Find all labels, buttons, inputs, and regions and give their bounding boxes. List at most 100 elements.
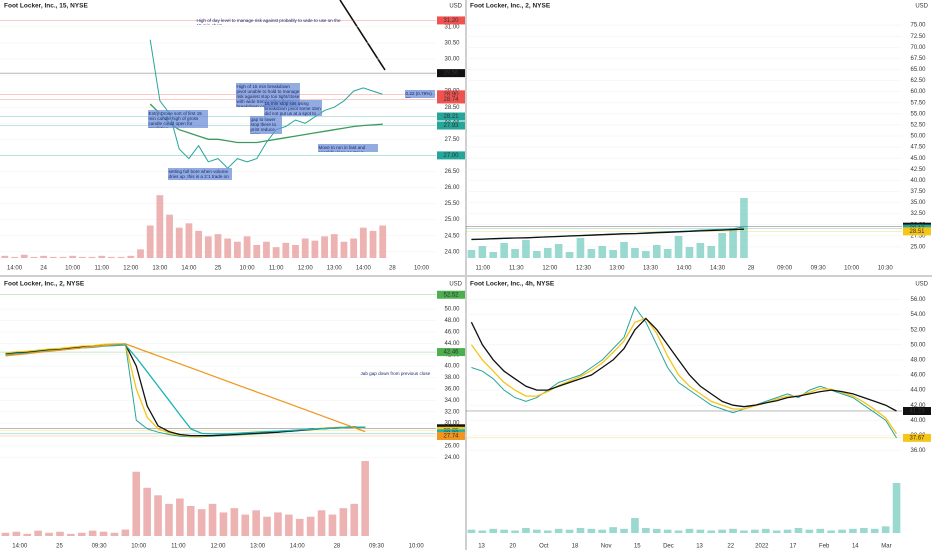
volume-bar: [154, 495, 162, 536]
y-tick-label: 24.00: [444, 249, 460, 255]
volume-bar: [751, 529, 759, 533]
volume-bar: [522, 240, 530, 258]
chart-title: Foot Locker, Inc., 2, NYSE: [4, 281, 85, 288]
annotation-box: [168, 168, 232, 180]
volume-bar: [306, 516, 315, 536]
annotation-text: Move to run in fast and carefully long a…: [318, 144, 366, 153]
volume-bar: [652, 528, 661, 533]
annotation-box: [250, 116, 282, 134]
y-tick-label: 30.00: [444, 421, 460, 427]
y-tick-label: 44.00: [910, 388, 926, 394]
price-tag: [903, 433, 931, 442]
x-tick-label: 09:30: [369, 544, 385, 550]
volume-bar: [40, 255, 47, 258]
volume-bar: [98, 255, 106, 258]
volume-bar: [816, 528, 825, 533]
volume-bar: [361, 461, 369, 536]
x-tick-label: 18: [572, 544, 579, 550]
volume-bar: [330, 234, 338, 258]
x-tick-label: 13:00: [327, 266, 343, 272]
volume-bar: [805, 529, 814, 533]
y-tick-label: 36.00: [444, 386, 460, 392]
x-tick-label: 28: [748, 266, 755, 272]
currency: USD: [915, 282, 928, 288]
volume-bar: [620, 528, 628, 533]
y-tick-label: 45.00: [910, 156, 926, 162]
volume-bar: [707, 530, 716, 533]
volume-bar: [740, 198, 748, 258]
volume-bar: [674, 530, 683, 533]
volume-bar: [860, 528, 868, 533]
volume-bar: [522, 528, 530, 533]
x-tick-label: 12:00: [298, 266, 314, 272]
volume-bar: [197, 509, 206, 536]
price-tag-label: 27.00: [443, 153, 459, 159]
volume-bar: [243, 236, 251, 258]
volume-bar: [663, 529, 672, 533]
price-tag: [437, 95, 465, 104]
annotation: 0.22 (0.79%) 22: [406, 91, 432, 99]
volume-bar: [195, 230, 203, 258]
x-tick-label: 10:00: [65, 266, 81, 272]
x-tick-label: 20: [509, 544, 516, 550]
volume-bar: [219, 512, 228, 536]
chart-panel: Foot Locker, Inc., 4h, NYSEUSD36.0038.00…: [466, 281, 931, 550]
chart-title: Foot Locker, Inc., 15, NYSE: [4, 3, 88, 10]
price-tag: [437, 431, 465, 440]
volume-bar: [11, 256, 18, 258]
y-tick-label: 57.50: [910, 100, 926, 106]
y-tick-label: 67.50: [910, 56, 926, 62]
y-tick-label: 30.50: [444, 40, 460, 46]
y-tick-label: 26.50: [444, 169, 460, 175]
y-tick-label: 26.00: [444, 185, 460, 191]
volume-bar: [117, 256, 125, 258]
price-tag: [903, 406, 931, 415]
y-tick-label: 25.00: [444, 217, 460, 223]
annotation: Move to run in fast and carefully long a…: [318, 144, 366, 153]
annotation-text: gap to lower stop there to print reduce …: [250, 116, 277, 135]
y-tick-label: 46.00: [444, 329, 460, 335]
annotation-text: High of day level to manage risk against…: [196, 17, 341, 26]
x-tick-label: 25: [56, 544, 63, 550]
x-tick-label: 14:00: [290, 544, 306, 550]
y-tick-label: 47.50: [910, 145, 926, 151]
volume-bar: [263, 516, 271, 536]
x-tick-label: 13:00: [609, 266, 625, 272]
x-tick-label: 11:30: [509, 266, 524, 272]
y-tick-label: 25.00: [910, 244, 926, 250]
y-tick-label: 52.00: [910, 327, 926, 333]
volume-bar: [554, 528, 563, 533]
volume-bar: [285, 514, 293, 536]
volume-bar: [881, 526, 890, 533]
x-tick-label: Nov: [601, 544, 612, 550]
chart-panel: Foot Locker, Inc., 2, NYSE USD 24.00 26.00 2…: [0, 281, 465, 550]
annotation: 15 min stop sits using breakdown pivot s…: [265, 101, 321, 117]
y-tick-label: 46.00: [910, 373, 926, 379]
x-tick-label: 13:00: [152, 266, 168, 272]
price-tag-label: 28.21: [443, 114, 459, 120]
volume-bar: [69, 255, 77, 258]
volume-bar: [339, 508, 348, 536]
volume-bar: [12, 531, 21, 536]
chart-panel: Foot Locker, Inc., 2, NYSE USD 25.00 27.50 3…: [466, 3, 931, 272]
volume-bar: [369, 230, 377, 258]
x-tick-label: 25: [215, 266, 222, 272]
volume-bar: [598, 246, 607, 258]
volume-bar: [214, 234, 222, 258]
volume-bar: [663, 249, 672, 258]
price-tag: [903, 227, 931, 236]
y-tick-label: 25.50: [444, 201, 460, 207]
volume-bar: [783, 529, 792, 533]
x-tick-label: 13:30: [643, 266, 659, 272]
volume-bar: [729, 528, 737, 533]
volume-bar: [609, 250, 617, 258]
y-tick-label: 40.00: [444, 364, 460, 370]
volume-bar: [849, 528, 857, 533]
volume-bar: [794, 528, 803, 533]
volume-bar: [295, 518, 304, 536]
y-tick-label: 32.00: [444, 409, 460, 415]
x-tick-label: Dec: [663, 544, 674, 550]
volume-bar: [132, 471, 141, 536]
volume-bar: [642, 528, 650, 533]
price-tag: [437, 290, 465, 299]
